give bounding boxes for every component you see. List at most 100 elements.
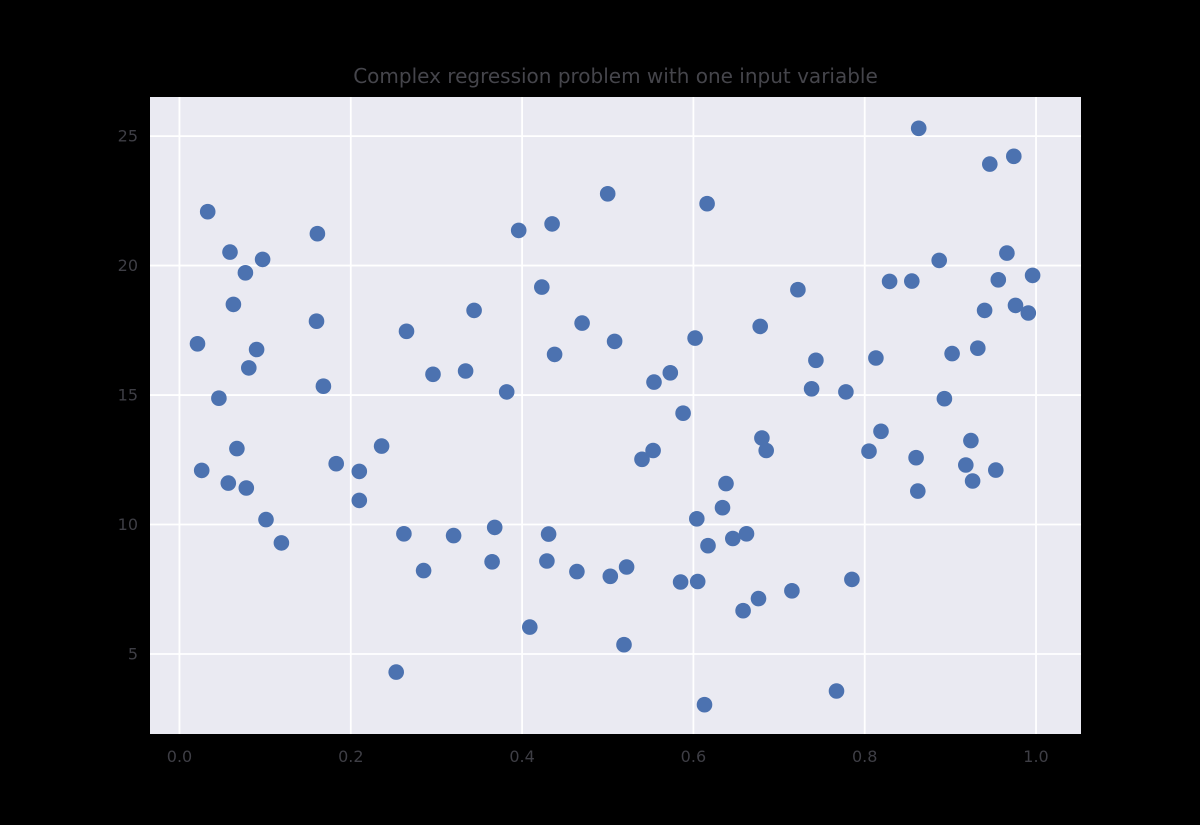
data-point — [544, 216, 560, 232]
data-point — [868, 350, 884, 366]
data-point — [963, 432, 979, 449]
data-point — [803, 381, 820, 397]
data-point — [646, 374, 662, 390]
y-tick-label: 20 — [118, 256, 138, 275]
data-point — [315, 378, 332, 395]
x-tick-label: 0.4 — [509, 747, 534, 766]
data-point — [388, 664, 405, 680]
data-point — [784, 583, 800, 599]
data-point — [1006, 148, 1022, 165]
data-point — [790, 281, 806, 298]
data-point — [750, 590, 767, 607]
data-point — [881, 273, 898, 290]
chart-title: Complex regression problem with one inpu… — [353, 64, 878, 88]
data-point — [908, 449, 924, 466]
data-point — [662, 365, 679, 381]
data-point — [687, 330, 703, 346]
data-point — [754, 430, 770, 446]
data-point — [606, 333, 623, 350]
data-point — [522, 619, 538, 635]
data-point — [328, 455, 345, 472]
data-point — [1020, 305, 1037, 321]
x-tick-label: 0.6 — [681, 747, 706, 766]
data-point — [220, 475, 237, 491]
y-tick-label: 10 — [118, 515, 138, 534]
y-axis-tick-labels: 5 10 15 20 25 — [118, 127, 138, 664]
data-point — [351, 463, 368, 480]
data-point — [976, 302, 993, 319]
data-point — [718, 475, 734, 492]
data-point — [540, 526, 557, 542]
plot-area — [150, 97, 1081, 734]
data-point — [546, 346, 563, 363]
data-point — [457, 363, 474, 379]
data-point — [616, 636, 632, 653]
y-tick-label: 25 — [118, 127, 138, 146]
data-point — [254, 251, 271, 268]
x-tick-label: 1.0 — [1023, 747, 1048, 766]
data-point — [373, 438, 390, 454]
data-point — [910, 120, 927, 137]
data-point — [193, 462, 210, 479]
x-tick-label: 0.8 — [852, 747, 877, 766]
data-point — [534, 279, 550, 295]
data-point — [248, 341, 265, 358]
data-point — [696, 696, 713, 713]
data-point — [484, 554, 500, 570]
data-point — [569, 563, 585, 580]
data-point — [970, 340, 986, 357]
data-point — [645, 442, 661, 459]
data-point — [725, 530, 741, 547]
data-point — [714, 499, 731, 516]
y-tick-label: 5 — [128, 645, 138, 664]
data-point — [238, 480, 255, 496]
data-point — [189, 336, 206, 352]
data-point — [309, 225, 326, 242]
data-point — [199, 203, 216, 220]
data-point — [808, 352, 824, 369]
data-point — [700, 537, 716, 554]
x-tick-label: 0.0 — [167, 747, 192, 766]
x-tick-label: 0.2 — [338, 747, 363, 766]
data-point — [229, 440, 245, 457]
data-point — [689, 573, 706, 590]
data-point — [672, 574, 689, 590]
data-point — [873, 423, 889, 440]
data-point — [828, 683, 845, 699]
data-point — [211, 390, 227, 407]
data-point — [498, 384, 515, 400]
data-point — [844, 571, 860, 588]
data-point — [738, 526, 755, 542]
grid — [150, 97, 1081, 734]
data-point — [990, 272, 1007, 288]
data-point — [351, 492, 368, 509]
data-point — [861, 443, 877, 460]
data-point — [944, 345, 960, 362]
data-point — [752, 318, 768, 335]
data-point — [415, 562, 432, 579]
data-point — [445, 527, 462, 544]
data-point — [539, 553, 555, 569]
data-point — [398, 323, 415, 340]
data-points — [189, 120, 1041, 713]
data-point — [1007, 297, 1024, 314]
data-point — [838, 384, 854, 400]
data-point — [222, 244, 238, 260]
data-point — [396, 526, 412, 542]
data-point — [574, 315, 590, 331]
y-tick-label: 15 — [118, 386, 138, 405]
data-point — [910, 483, 926, 499]
data-point — [988, 462, 1004, 478]
data-point — [758, 442, 774, 459]
data-point — [425, 366, 441, 383]
data-point — [225, 296, 242, 313]
data-point — [241, 360, 257, 376]
data-point — [999, 245, 1015, 261]
data-point — [602, 568, 619, 585]
data-point — [904, 273, 920, 289]
x-axis-tick-labels: 0.0 0.2 0.4 0.6 0.8 1.0 — [167, 747, 1049, 766]
data-point — [618, 559, 635, 575]
data-point — [466, 302, 482, 319]
data-point — [258, 511, 274, 528]
